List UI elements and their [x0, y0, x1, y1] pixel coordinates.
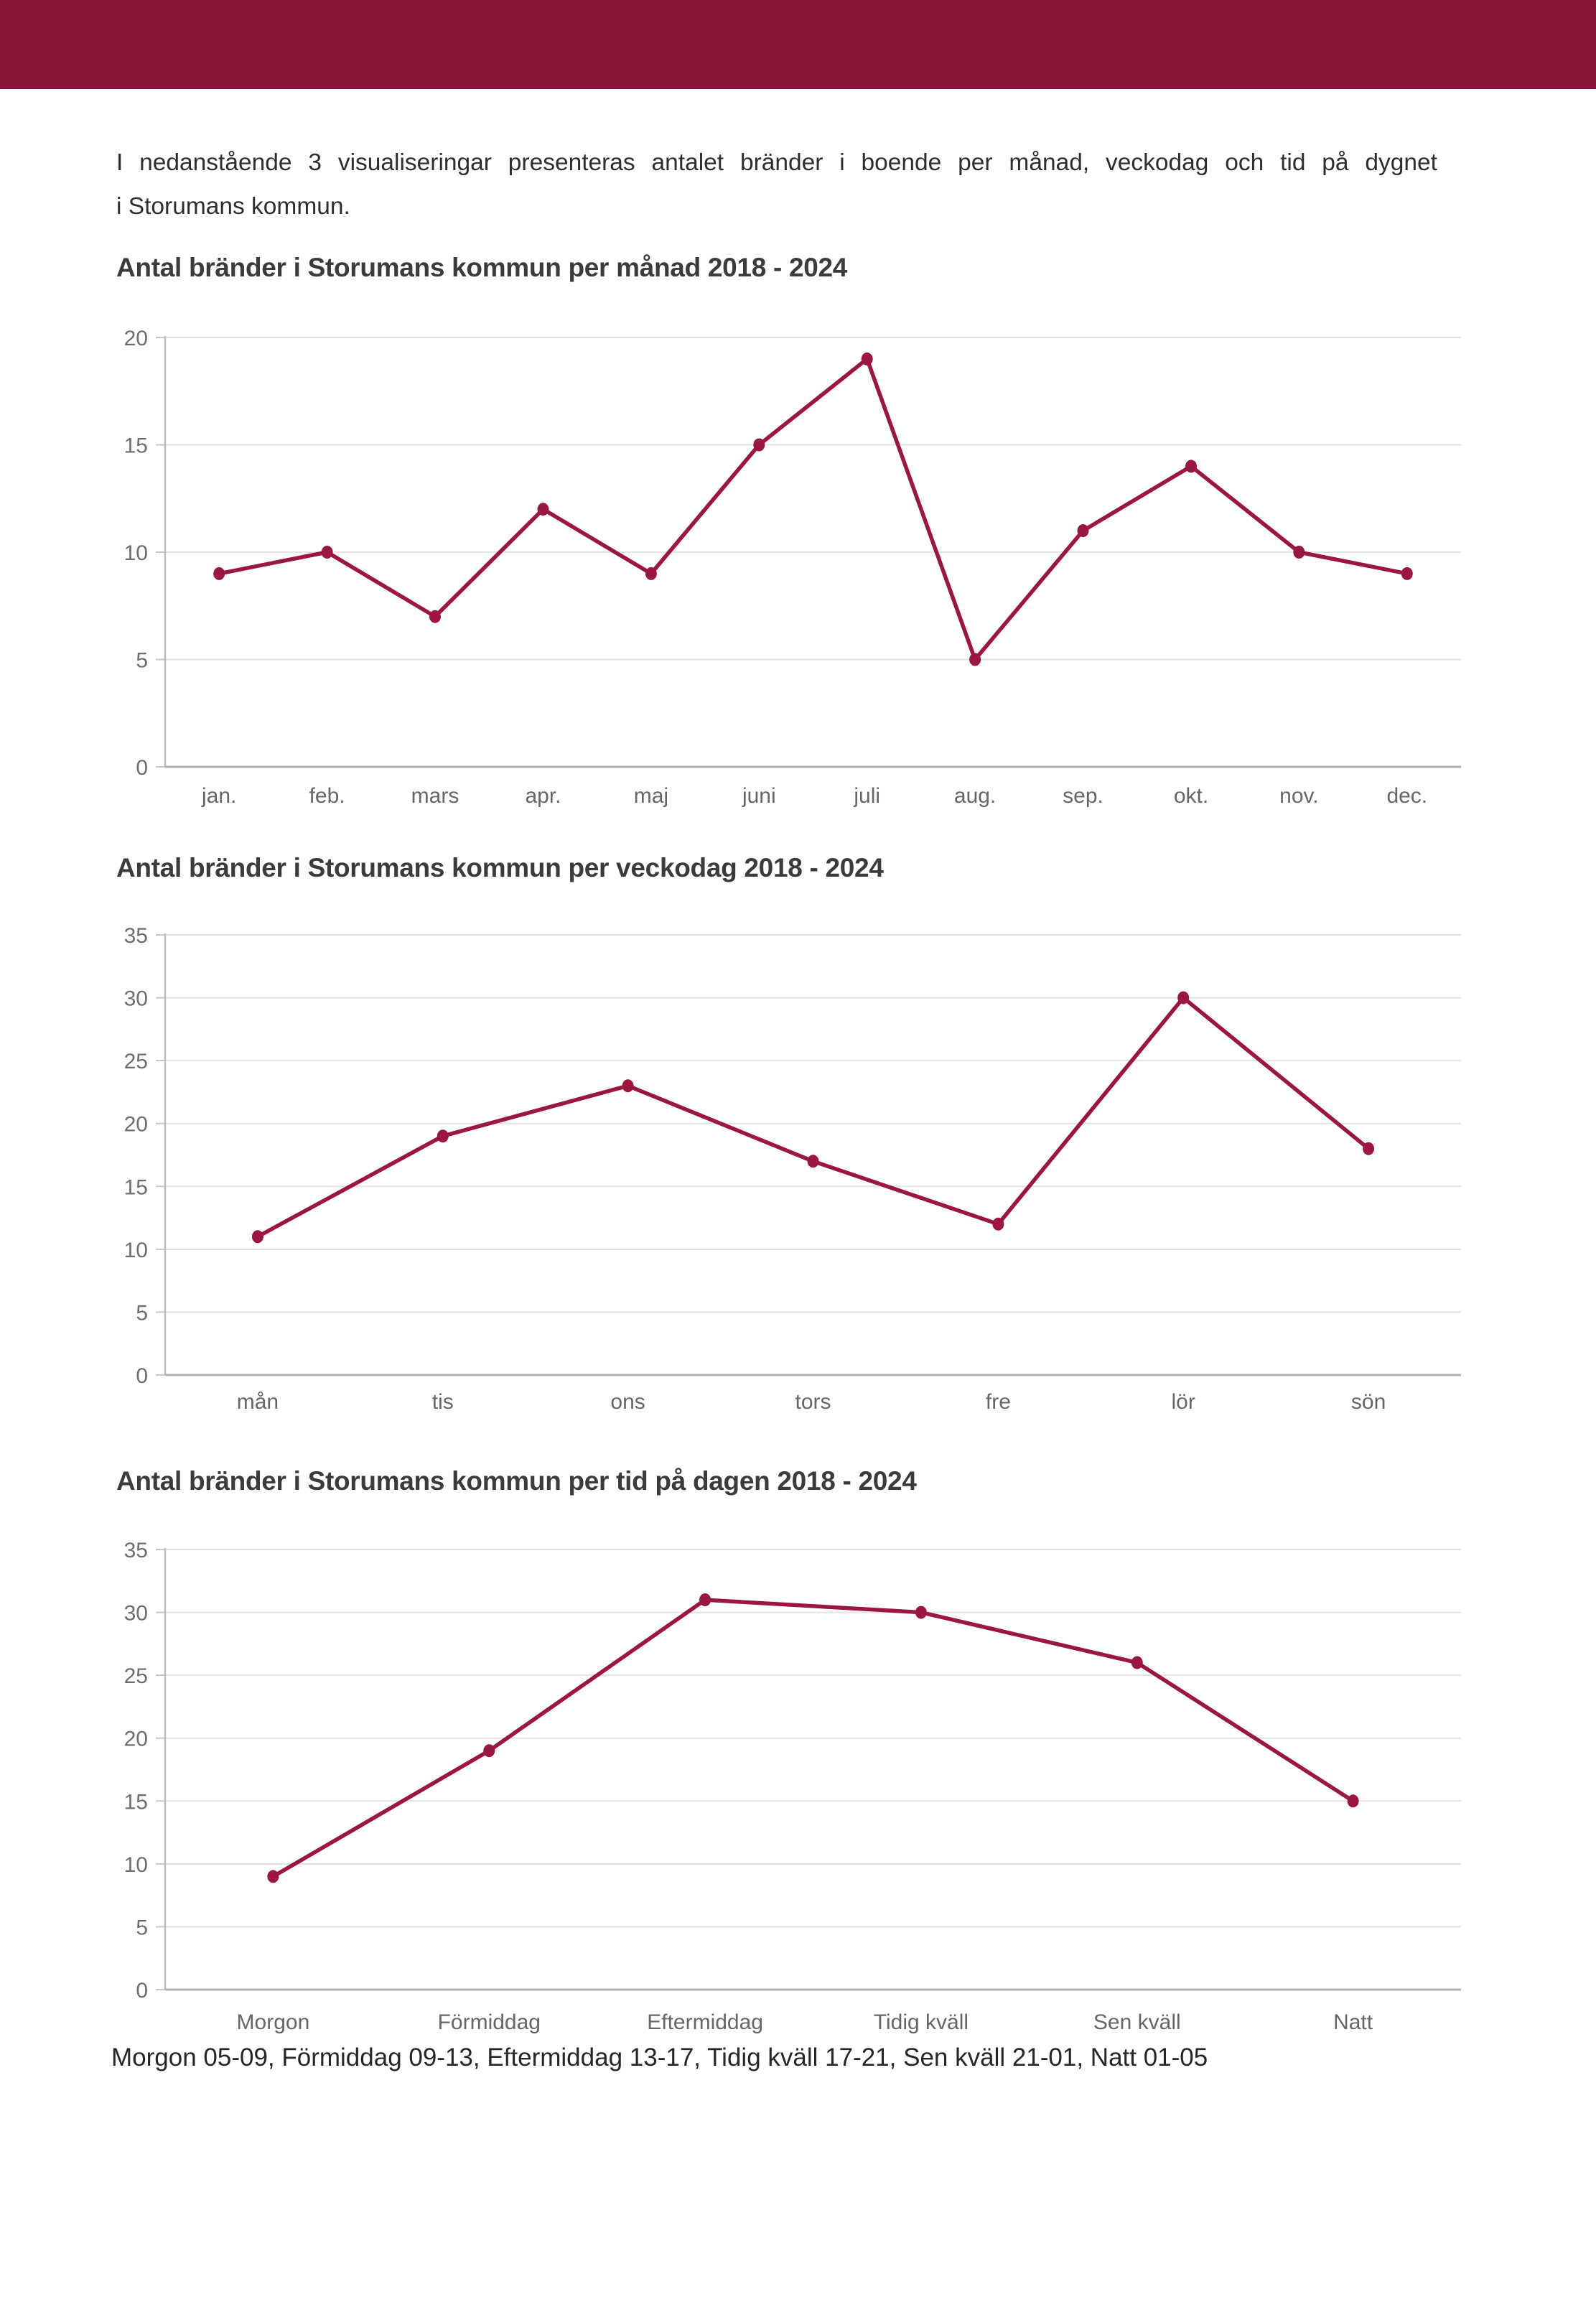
- chart-weekday-title: Antal bränder i Storumans kommun per vec…: [116, 853, 884, 882]
- x-category-label: mån: [237, 1390, 279, 1414]
- intro-line-2: i Storumans kommun.: [116, 193, 350, 220]
- y-tick-label: 5: [136, 649, 148, 673]
- data-point: [645, 567, 657, 580]
- line-chart-svg: 0 5 10 15 20 25 30 35 mån tis ons tors fre lör sön: [124, 924, 1461, 1414]
- data-point: [861, 352, 873, 365]
- x-category-label: ons: [610, 1390, 645, 1414]
- x-category-label: jan.: [201, 784, 236, 808]
- chart-weekday: 0 5 10 15 20 25 30 35 mån tis ons tors fre lör sön: [108, 912, 1479, 1425]
- x-category-label: feb.: [309, 784, 345, 808]
- y-tick-label: 0: [136, 756, 148, 780]
- x-category-label: juli: [853, 784, 880, 808]
- x-category-label: sön: [1351, 1390, 1386, 1414]
- x-category-label: Natt: [1333, 2010, 1373, 2034]
- data-point: [969, 653, 981, 666]
- data-point: [1293, 546, 1305, 559]
- intro-paragraph: I nedanstående 3 visualiseringar present…: [116, 141, 1437, 228]
- data-line: [217, 357, 1409, 662]
- data-point: [1363, 1142, 1375, 1155]
- y-tick-label: 20: [124, 327, 148, 350]
- x-category-label: aug.: [954, 784, 996, 808]
- y-tick-label: 15: [124, 434, 148, 458]
- y-tick-label: 10: [124, 1853, 148, 1877]
- y-tick-label: 25: [124, 1050, 148, 1073]
- y-tick-label: 5: [136, 1301, 148, 1325]
- chart-time-of-day: 0 5 10 15 20 25 30 35 Morgon Förmiddag Eftermiddag…: [108, 1527, 1479, 2040]
- chart-monthly-title: Antal bränder i Storumans kommun per mån…: [116, 253, 848, 282]
- x-category-label: lör: [1172, 1390, 1195, 1414]
- y-tick-label: 10: [124, 541, 148, 565]
- header-bar: [0, 0, 1596, 89]
- data-point: [1401, 567, 1413, 580]
- x-category-label: apr.: [525, 784, 561, 808]
- footer-note: Morgon 05-09, Förmiddag 09-13, Eftermidd…: [111, 2043, 1208, 2071]
- line-chart-svg: 0 5 10 15 20 jan. feb. mars apr. maj juni juli aug. s…: [124, 327, 1461, 808]
- data-point: [1347, 1794, 1359, 1808]
- x-category-label: fre: [986, 1390, 1011, 1414]
- intro-line-1: I nedanstående 3 visualiseringar present…: [116, 149, 1437, 176]
- y-tick-label: 20: [124, 1728, 148, 1751]
- y-tick-label: 15: [124, 1790, 148, 1814]
- x-category-label: tis: [432, 1390, 454, 1414]
- x-category-label: Tidig kväll: [874, 2010, 969, 2034]
- data-point: [537, 503, 549, 516]
- x-category-label: Eftermiddag: [647, 2010, 763, 2034]
- data-point: [915, 1605, 927, 1619]
- line-chart-svg: 0 5 10 15 20 25 30 35 Morgon Förmiddag Eftermiddag…: [124, 1539, 1461, 2034]
- x-category-label: Sen kväll: [1093, 2010, 1181, 2034]
- x-category-label: juni: [742, 784, 776, 808]
- x-category-label: sep.: [1063, 784, 1103, 808]
- y-tick-label: 35: [124, 1539, 148, 1562]
- data-point: [321, 546, 333, 559]
- chart-monthly: 0 5 10 15 20 jan. feb. mars apr. maj juni juli aug. s…: [108, 309, 1479, 819]
- data-point: [251, 1230, 263, 1244]
- x-category-label: okt.: [1174, 784, 1208, 808]
- y-tick-label: 10: [124, 1239, 148, 1262]
- y-tick-label: 30: [124, 987, 148, 1011]
- data-point: [992, 1217, 1004, 1231]
- data-point: [483, 1744, 495, 1758]
- x-category-label: mars: [411, 784, 459, 808]
- y-tick-label: 20: [124, 1113, 148, 1137]
- data-point: [753, 438, 765, 452]
- chart-time-of-day-title: Antal bränder i Storumans kommun per tid…: [116, 1466, 917, 1496]
- y-tick-label: 5: [136, 1916, 148, 1939]
- data-point: [213, 567, 225, 580]
- data-point: [1131, 1656, 1143, 1669]
- y-tick-label: 15: [124, 1175, 148, 1199]
- x-category-label: maj: [634, 784, 668, 808]
- y-tick-label: 25: [124, 1664, 148, 1688]
- y-tick-label: 0: [136, 1364, 148, 1388]
- data-point: [622, 1079, 634, 1093]
- data-point: [807, 1155, 819, 1168]
- data-point: [267, 1870, 279, 1883]
- data-point: [1077, 524, 1089, 538]
- data-line: [271, 1598, 1355, 1879]
- y-tick-label: 0: [136, 1979, 148, 2003]
- x-category-label: nov.: [1279, 784, 1318, 808]
- x-category-label: Morgon: [237, 2010, 310, 2034]
- y-tick-label: 30: [124, 1602, 148, 1626]
- data-point: [699, 1593, 711, 1607]
- data-point: [437, 1129, 449, 1143]
- data-point: [1177, 991, 1190, 1005]
- data-point: [1185, 460, 1197, 473]
- x-category-label: Förmiddag: [438, 2010, 541, 2034]
- data-point: [429, 610, 441, 623]
- y-tick-label: 35: [124, 924, 148, 948]
- x-category-label: dec.: [1386, 784, 1427, 808]
- data-line: [256, 995, 1371, 1239]
- x-category-label: tors: [795, 1390, 831, 1414]
